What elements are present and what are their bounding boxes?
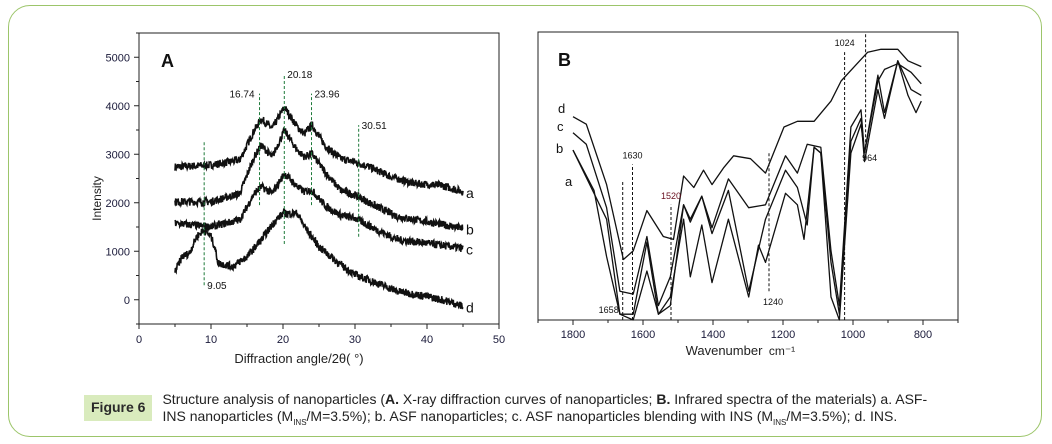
series-line-c	[174, 171, 464, 253]
caption-part: /M=3.5%); d. INS.	[786, 408, 898, 424]
series-line-b	[174, 127, 464, 233]
caption-part: /M=3.5%); b. ASF nanoparticles; c. ASF n…	[306, 408, 774, 424]
x-tick-label: 30	[349, 334, 361, 346]
x-tick-label: 1800	[561, 329, 585, 341]
xrd-chart: 0 10 20 30 40 50 0 1000 2000 3000 4000 5000 Diffract…	[90, 32, 505, 366]
x-tick-label: 50	[493, 334, 505, 346]
series-line-d	[174, 207, 464, 310]
series-line-d	[572, 48, 922, 261]
y-tick-label: 5000	[106, 52, 130, 64]
series-label-c: c	[466, 241, 473, 257]
band-label: 964	[862, 153, 877, 163]
peak-label: 20.18	[287, 70, 312, 81]
x-tick-label: 20	[277, 334, 289, 346]
x-axis-unit: cm⁻¹	[769, 344, 795, 358]
y-axis-label: Intensity	[90, 176, 104, 221]
band-label: 1024	[835, 38, 855, 48]
band-label: 1520	[661, 191, 681, 201]
panel-label: A	[161, 51, 174, 71]
caption-part: Structure analysis of nanoparticles (	[162, 391, 386, 407]
series-label-b: b	[466, 221, 474, 237]
y-tick-label: 2000	[106, 198, 130, 210]
figure-label: Figure 6	[84, 395, 153, 421]
peak-label: 30.51	[362, 121, 387, 132]
peak-label: 9.05	[207, 281, 227, 292]
x-tick-label: 10	[205, 334, 217, 346]
series-label-d: d	[558, 101, 565, 116]
series-line-a	[174, 106, 464, 196]
x-tick-label: 1600	[631, 329, 655, 341]
figure-card	[8, 5, 1042, 437]
y-tick-label: 1000	[106, 246, 130, 258]
caption-bold: A.	[385, 391, 400, 407]
x-tick-label: 1000	[841, 329, 865, 341]
series-label-a: a	[466, 185, 474, 201]
band-label: 1658	[599, 305, 619, 315]
caption-subscript: INS	[293, 417, 307, 427]
x-tick-label: 1200	[771, 329, 795, 341]
panel-label: B	[558, 50, 571, 70]
caption-subscript: INS	[773, 417, 787, 427]
x-tick-label: 800	[914, 329, 932, 341]
x-tick-label: 0	[136, 334, 142, 346]
series-label-c: c	[557, 119, 564, 134]
series-label-b: b	[556, 141, 563, 156]
band-label: 1240	[763, 297, 783, 307]
peak-label: 16.74	[229, 90, 254, 101]
x-tick-label: 1400	[701, 329, 725, 341]
figure-caption: Figure 6 Structure analysis of nanoparti…	[84, 391, 984, 431]
series-line-c	[572, 63, 922, 307]
series-line-b	[572, 60, 922, 315]
caption-text: Structure analysis of nanoparticles (A. …	[162, 391, 942, 431]
y-tick-label: 3000	[106, 149, 130, 161]
y-tick-label: 0	[124, 295, 130, 307]
ftir-chart: 1800 1600 1400 1200 1000 800 Wavenumber cm⁻¹ Bdc…	[537, 31, 959, 358]
x-axis-label: Diffraction angle/2θ( °)	[234, 351, 363, 366]
caption-bold: B.	[656, 391, 671, 407]
y-tick-label: 4000	[106, 101, 130, 113]
band-label: 1630	[622, 150, 642, 160]
series-label-d: d	[466, 299, 474, 315]
peak-label: 23.96	[315, 90, 340, 101]
x-tick-label: 40	[421, 334, 433, 346]
series-line-a	[572, 60, 922, 321]
series-label-a: a	[565, 174, 573, 189]
caption-part: X-ray diffraction curves of nanoparticle…	[399, 391, 657, 407]
caption-part: Infrared spectra of the materials) a. AS…	[162, 391, 928, 424]
plot-frame	[138, 32, 500, 325]
x-axis-label: Wavenumber	[686, 343, 763, 358]
